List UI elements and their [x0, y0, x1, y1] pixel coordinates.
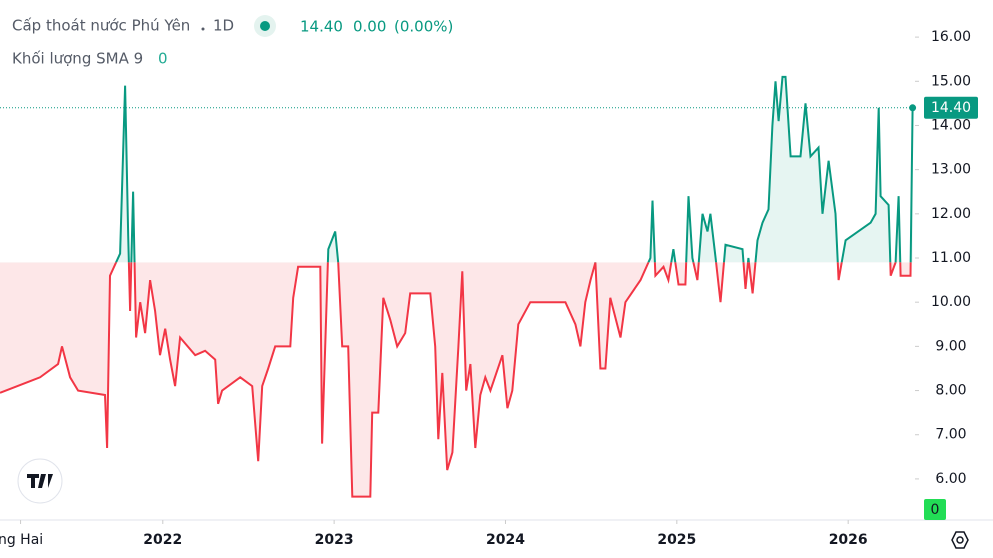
status-dot: [260, 21, 270, 31]
x-tick-label: 2025: [657, 532, 696, 548]
x-tick-label: 2026: [829, 532, 868, 548]
y-tick-label: 7.00: [935, 427, 966, 443]
line-below: [0, 262, 912, 498]
y-tick-label: 16.00: [931, 29, 971, 45]
y-tick-label: 15.00: [931, 73, 971, 89]
volume-label: 0: [931, 502, 940, 518]
symbol-title: Cấp thoát nước Phú Yên: [12, 17, 190, 35]
tv-logo: [17, 458, 63, 504]
last-price-label: 14.40: [931, 100, 971, 116]
header: Cấp thoát nước Phú Yên 1D 14.40 0.00 (0.…: [12, 15, 453, 68]
y-tick-label: 6.00: [935, 471, 966, 487]
separator: [201, 27, 205, 31]
legend-change-pct: (0.00%): [394, 18, 453, 36]
y-tick-label: 13.00: [931, 162, 971, 178]
volume-badge: [924, 499, 946, 520]
y-tick-label: 8.00: [935, 383, 966, 399]
x-tick-label: 2024: [486, 532, 525, 548]
volume-indicator-name: Khối lượng SMA 9: [12, 50, 143, 68]
last-price-badge: [924, 96, 978, 119]
y-tick-label: 12.00: [931, 206, 971, 222]
y-tick-label: 9.00: [935, 338, 966, 354]
y-tick-label: 10.00: [931, 294, 971, 310]
y-tick-label: 14.00: [931, 117, 971, 133]
settings-icon[interactable]: [951, 531, 969, 549]
plot-area: [0, 75, 917, 498]
y-tick-label: 11.00: [931, 250, 971, 266]
volume-indicator-value: 0: [158, 50, 168, 68]
legend-change: 0.00: [353, 18, 386, 36]
x-tick-label: ng Hai: [0, 532, 43, 548]
x-tick-label: 2023: [315, 532, 354, 548]
area-above: [116, 76, 913, 263]
line-above: [114, 75, 914, 263]
x-tick-label: 2022: [143, 532, 182, 548]
legend-price: 14.40: [300, 18, 343, 36]
interval: 1D: [213, 17, 234, 35]
